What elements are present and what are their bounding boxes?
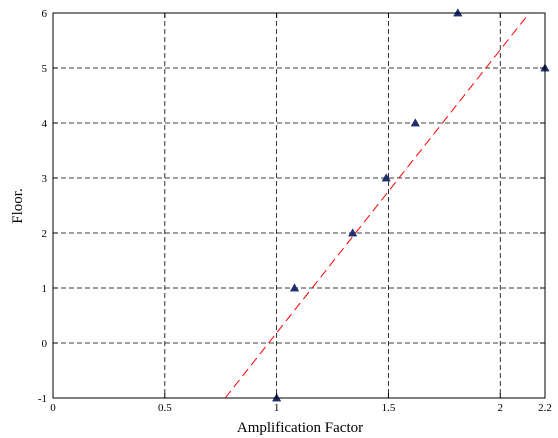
y-tick-label: 0 xyxy=(42,338,48,350)
y-tick-label: -1 xyxy=(38,393,47,405)
y-tick-label: 6 xyxy=(42,8,48,20)
x-tick-label: 2 xyxy=(498,402,504,414)
x-axis-label: Amplification Factor xyxy=(237,420,363,436)
y-axis-label: Floor. xyxy=(10,188,26,223)
y-tick-label: 5 xyxy=(42,63,48,75)
y-tick-label: 2 xyxy=(42,228,48,240)
data-point-triangle xyxy=(410,118,420,127)
fit-line-group xyxy=(224,12,530,399)
data-point-triangle xyxy=(348,228,358,237)
x-tick-label: 1.5 xyxy=(382,402,396,414)
grid xyxy=(53,13,545,398)
tick-marks xyxy=(52,12,546,399)
data-point-triangle xyxy=(381,173,391,182)
x-tick-label: 1 xyxy=(274,402,280,414)
x-tick-label: 0 xyxy=(50,402,56,414)
data-point-triangle xyxy=(289,283,300,292)
y-tick-label: 1 xyxy=(42,283,48,295)
data-point-triangle xyxy=(453,8,463,17)
y-tick-label: 3 xyxy=(42,173,48,185)
y-tick-labels: -1 0 1 2 3 4 5 6 xyxy=(38,8,48,405)
x-tick-label: 0.5 xyxy=(158,402,172,414)
fit-line xyxy=(224,12,530,399)
x-tick-label: 2.2 xyxy=(538,402,552,414)
y-tick-label: 4 xyxy=(42,118,48,130)
x-tick-labels: 0 0.5 1 1.5 2 2.2 xyxy=(50,402,552,414)
plot-frame xyxy=(52,12,546,399)
